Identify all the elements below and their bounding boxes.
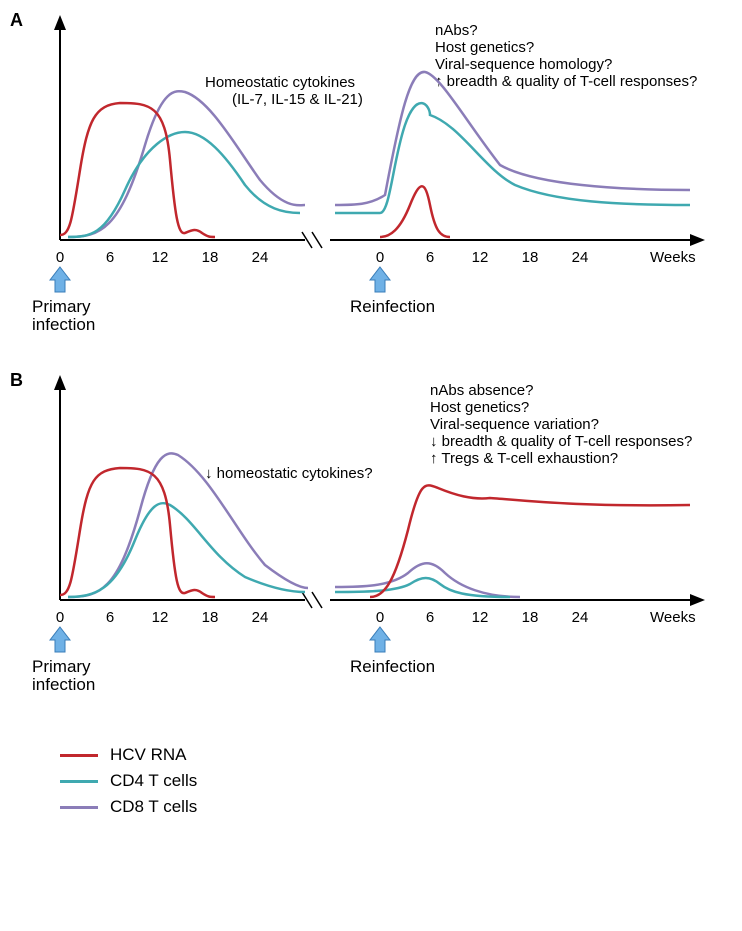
svg-text:18: 18 (202, 609, 219, 626)
panel-b: B 0 6 12 18 24 0 6 12 18 24 Weeks (10, 370, 730, 715)
svg-text:0: 0 (376, 249, 384, 266)
primary-infection-arrow-a (50, 267, 70, 292)
reinfection-arrow-a (370, 267, 390, 292)
panel-a-chart: 0 6 12 18 24 0 6 12 18 24 Weeks Primaryi… (10, 10, 730, 340)
svg-text:24: 24 (252, 609, 269, 626)
legend-label-cd8: CD8 T cells (110, 797, 197, 817)
panel-a: A 0 6 12 18 24 0 6 12 18 (10, 10, 730, 340)
x-axis-label-a: Weeks (650, 249, 696, 266)
right-annotation-b: nAbs absence?Host genetics?Viral-sequenc… (430, 382, 692, 467)
legend-item-cd4: CD4 T cells (60, 771, 732, 791)
panel-a-label: A (10, 10, 23, 31)
svg-text:6: 6 (426, 609, 434, 626)
reinfection-label-a: Reinfection (350, 297, 435, 316)
svg-text:12: 12 (472, 609, 489, 626)
svg-text:0: 0 (376, 609, 384, 626)
legend-item-hcv: HCV RNA (60, 745, 732, 765)
right-annotation-a: nAbs?Host genetics?Viral-sequence homolo… (435, 22, 697, 90)
ticks-a-primary: 0 6 12 18 24 (56, 249, 269, 266)
svg-text:6: 6 (426, 249, 434, 266)
axes-b (54, 375, 705, 608)
svg-text:6: 6 (106, 609, 114, 626)
ticks-a-secondary: 0 6 12 18 24 (376, 249, 589, 266)
ticks-b-secondary: 0 6 12 18 24 (376, 609, 589, 626)
curves-a (60, 72, 690, 237)
svg-text:18: 18 (522, 609, 539, 626)
svg-text:0: 0 (56, 249, 64, 266)
svg-text:24: 24 (572, 609, 589, 626)
svg-text:24: 24 (572, 249, 589, 266)
legend-item-cd8: CD8 T cells (60, 797, 732, 817)
curves-b (60, 453, 690, 597)
svg-text:18: 18 (522, 249, 539, 266)
primary-infection-label-b: Primaryinfection (32, 657, 95, 694)
legend-swatch-hcv (60, 754, 98, 757)
svg-text:0: 0 (56, 609, 64, 626)
svg-text:12: 12 (152, 609, 169, 626)
legend: HCV RNA CD4 T cells CD8 T cells (60, 745, 732, 817)
panel-b-label: B (10, 370, 23, 391)
svg-text:12: 12 (152, 249, 169, 266)
panel-b-chart: 0 6 12 18 24 0 6 12 18 24 Weeks Primaryi… (10, 370, 730, 715)
svg-text:12: 12 (472, 249, 489, 266)
x-axis-label-b: Weeks (650, 609, 696, 626)
legend-swatch-cd8 (60, 806, 98, 809)
svg-text:24: 24 (252, 249, 269, 266)
svg-text:18: 18 (202, 249, 219, 266)
reinfection-arrow-b (370, 627, 390, 652)
svg-text:6: 6 (106, 249, 114, 266)
ticks-b-primary: 0 6 12 18 24 (56, 609, 269, 626)
primary-infection-arrow-b (50, 627, 70, 652)
center-annotation-b: ↓ homeostatic cytokines? (205, 465, 373, 482)
reinfection-label-b: Reinfection (350, 657, 435, 676)
legend-swatch-cd4 (60, 780, 98, 783)
legend-label-cd4: CD4 T cells (110, 771, 197, 791)
primary-infection-label-a: Primaryinfection (32, 297, 95, 334)
legend-label-hcv: HCV RNA (110, 745, 187, 765)
center-annotation-a: Homeostatic cytokines(IL-7, IL-15 & IL-2… (205, 74, 363, 108)
